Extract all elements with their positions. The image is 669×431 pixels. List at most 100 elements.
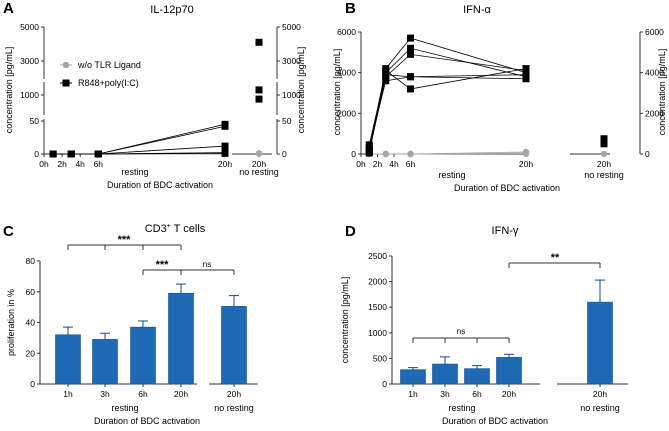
b-point bbox=[382, 67, 390, 75]
d-xtick-label: 1h bbox=[408, 389, 418, 399]
d-xtick-label: 20h bbox=[502, 389, 516, 399]
a-ytick-label-right: 5000 bbox=[282, 22, 301, 32]
b-donor-line bbox=[368, 74, 527, 152]
c-ylabel: proliferation in % bbox=[6, 289, 16, 356]
a-ytick-label-left: 1000 bbox=[20, 90, 39, 100]
a-xtick-label: 0h bbox=[39, 159, 49, 169]
d-ytick-label: 0 bbox=[382, 379, 387, 389]
c-ytick-label: 20 bbox=[26, 348, 36, 358]
b-point bbox=[407, 34, 414, 42]
a-point-no-resting bbox=[255, 86, 263, 94]
b-point bbox=[522, 150, 530, 157]
b-point bbox=[522, 75, 530, 83]
panel-letter-c: C bbox=[3, 223, 14, 240]
c-xtick-label: 1h bbox=[63, 389, 73, 399]
b-ytick-label-right: 6000 bbox=[645, 27, 664, 37]
b-group-label-resting: resting bbox=[438, 170, 465, 180]
b-xtick-label: 2h bbox=[373, 159, 383, 169]
c-ytick-label: 60 bbox=[26, 287, 36, 297]
b-donor-line bbox=[368, 53, 527, 153]
d-sig-label-1: ns bbox=[457, 327, 465, 336]
b-xtick-label: 0h bbox=[356, 159, 366, 169]
title-c-sup: + bbox=[167, 223, 171, 230]
b-point bbox=[382, 77, 390, 85]
title-d: IFN-γ bbox=[492, 225, 519, 237]
a-point bbox=[221, 149, 229, 157]
a-ytick-label-left: 3000 bbox=[20, 56, 39, 66]
d-bar bbox=[464, 368, 490, 385]
b-point bbox=[522, 71, 530, 79]
a-legend-label-1: R848+poly(I:C) bbox=[78, 78, 139, 88]
b-ylabel-right: concentration [pg/mL] bbox=[657, 49, 667, 136]
b-point bbox=[407, 50, 414, 58]
b-point bbox=[522, 65, 530, 73]
a-point bbox=[221, 122, 229, 130]
a-ytick-label-left: 50 bbox=[30, 116, 40, 126]
a-xtick-label: 4h bbox=[75, 159, 85, 169]
panel-a-chart: 0 0 50 50 1000 1000 3000 3000 5000 5000 0h 2h 4h 6h 20… bbox=[4, 22, 306, 190]
d-bar bbox=[496, 357, 522, 385]
b-point bbox=[407, 85, 414, 93]
a-donor-line bbox=[53, 152, 226, 155]
d-group-label-resting: resting bbox=[448, 403, 475, 413]
b-point-no-resting bbox=[600, 140, 608, 148]
a-point-no-resting bbox=[255, 38, 263, 46]
a-donor-line bbox=[53, 123, 226, 155]
d-ytick-label: 500 bbox=[373, 353, 387, 363]
b-point bbox=[382, 150, 389, 158]
d-xtick-label: 6h bbox=[472, 389, 482, 399]
panel-d-chart: 0 500 1000 1500 2000 2500 1h 3h 6h 20h 20h resting n… bbox=[340, 251, 628, 426]
c-bar bbox=[221, 306, 247, 385]
b-xtick-label: 4h bbox=[389, 159, 399, 169]
title-a: IL-12p70 bbox=[150, 4, 193, 16]
d-bar bbox=[432, 363, 458, 385]
a-point bbox=[221, 142, 229, 150]
c-ytick-label: 40 bbox=[26, 318, 36, 328]
c-bar bbox=[130, 326, 156, 385]
c-ytick-label: 0 bbox=[30, 379, 35, 389]
a-point bbox=[49, 150, 57, 158]
b-point bbox=[365, 147, 373, 155]
d-ylabel: concentration [pg/mL] bbox=[340, 277, 350, 364]
a-point-no-resting bbox=[255, 150, 263, 157]
panel-letter-d: D bbox=[345, 223, 356, 240]
a-point-no-resting bbox=[255, 95, 263, 103]
c-bar bbox=[55, 334, 81, 385]
panel-letter-b: B bbox=[345, 0, 356, 17]
d-xlabel: Duration of BDC activation bbox=[442, 416, 548, 426]
title-c: CD3+ T cells bbox=[145, 223, 206, 235]
a-xtick-label: 6h bbox=[94, 159, 104, 169]
d-xtick-label: 3h bbox=[440, 389, 450, 399]
c-bar bbox=[92, 339, 118, 385]
c-xlabel: Duration of BDC activation bbox=[94, 416, 200, 426]
d-group-label-no-resting: no resting bbox=[580, 403, 620, 413]
b-point-no-resting bbox=[600, 150, 608, 158]
d-bar bbox=[587, 301, 613, 385]
d-bar bbox=[400, 369, 426, 385]
a-legend-label-0: w/o TLR Ligand bbox=[77, 60, 141, 70]
d-ytick-label: 1500 bbox=[368, 302, 387, 312]
c-group-label-resting: resting bbox=[111, 403, 138, 413]
a-ylabel-right: concentration [pg/mL] bbox=[296, 47, 306, 134]
b-ytick-label-left: 2000 bbox=[337, 108, 356, 118]
c-xtick-label: 20h bbox=[174, 389, 188, 399]
b-xtick-label: 20h bbox=[519, 159, 533, 169]
title-c-main: CD3 bbox=[145, 223, 167, 235]
d-ytick-label: 2500 bbox=[368, 251, 387, 261]
a-ytick-label-right: 3000 bbox=[282, 56, 301, 66]
a-xlabel: Duration of BDC activation bbox=[107, 180, 213, 190]
a-ylabel: concentration [pg/mL] bbox=[4, 47, 14, 134]
c-group-label-no-resting: no resting bbox=[214, 403, 254, 413]
b-ytick-label-left: 6000 bbox=[337, 27, 356, 37]
d-xtick-label: 20h bbox=[593, 389, 607, 399]
b-point bbox=[382, 71, 390, 79]
c-xtick-label: 3h bbox=[100, 389, 110, 399]
d-ytick-label: 1000 bbox=[368, 328, 387, 338]
a-xtick-label: 20h bbox=[218, 159, 232, 169]
c-ytick-label: 80 bbox=[26, 256, 36, 266]
a-ytick-label-left: 0 bbox=[34, 149, 39, 159]
c-xtick-label: 6h bbox=[138, 389, 148, 399]
b-ylabel: concentration [pg/mL] bbox=[332, 49, 342, 136]
b-group-label-no-resting: no resting bbox=[584, 170, 624, 180]
